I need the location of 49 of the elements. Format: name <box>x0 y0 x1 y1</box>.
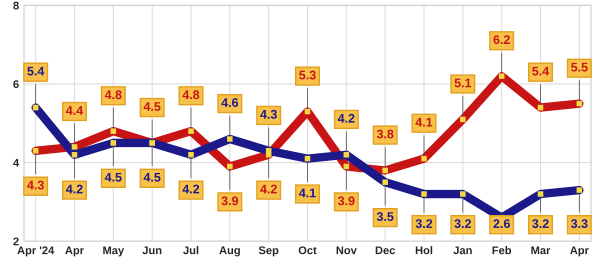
data-label: 4.2 <box>260 184 277 194</box>
x-tick-label: Sep <box>258 246 278 256</box>
data-label: 4.3 <box>260 110 277 119</box>
data-label: 4.1 <box>416 118 432 127</box>
data-label: 4.2 <box>182 184 200 194</box>
data-label: 4.5 <box>144 172 160 182</box>
x-tick-label: Oct <box>298 246 317 254</box>
y-tick-label: 4 <box>13 158 20 167</box>
y-tick-label: 8 <box>13 2 19 10</box>
data-label: 2.6 <box>493 219 510 228</box>
x-tick-label: Apr <box>570 246 589 256</box>
data-label: 4.2 <box>338 114 355 123</box>
x-tick-label: Jul <box>183 246 198 254</box>
x-tick-label: Nov <box>336 246 357 254</box>
data-label: 3.8 <box>376 130 394 138</box>
x-tick-label: Jan <box>453 246 472 254</box>
data-label: 6.2 <box>493 35 510 44</box>
data-label: 4.8 <box>182 90 200 100</box>
y-tick-label: 2 <box>13 237 19 246</box>
data-label: 3.3 <box>570 219 588 228</box>
x-tick-label: Feb <box>492 246 512 254</box>
data-label: 4.2 <box>66 184 83 194</box>
data-label: 4.6 <box>221 98 238 107</box>
x-tick-label: Hol <box>416 246 432 254</box>
x-tick-label: May <box>103 246 124 256</box>
x-tick-label: Aug <box>219 246 240 256</box>
data-label: 5.1 <box>454 78 472 88</box>
y-tick-label: 6 <box>13 80 19 88</box>
data-label: 3.2 <box>416 219 432 228</box>
data-label: 4.8 <box>104 90 122 100</box>
x-tick-label: Apr '24 <box>17 246 54 256</box>
data-label: 4.3 <box>27 180 44 190</box>
data-label: 3.9 <box>221 196 238 206</box>
x-tick-label: Apr <box>65 246 84 256</box>
data-label: 3.9 <box>338 196 355 206</box>
data-label: 5.3 <box>299 70 316 80</box>
data-label: 3.5 <box>376 212 394 221</box>
data-label: 4.1 <box>299 188 316 198</box>
data-label: 5.4 <box>532 66 550 76</box>
data-label: 3.2 <box>532 219 549 228</box>
data-label: 4.4 <box>66 106 84 115</box>
data-label: 4.5 <box>104 172 122 182</box>
data-label: 5.5 <box>571 62 588 72</box>
data-label: 4.5 <box>144 102 160 111</box>
data-label: 5.4 <box>27 66 44 76</box>
x-tick-label: Jun <box>142 246 162 254</box>
x-tick-label: Mar <box>531 246 550 254</box>
x-tick-label: Dec <box>376 246 396 254</box>
data-label: 3.2 <box>454 219 472 228</box>
